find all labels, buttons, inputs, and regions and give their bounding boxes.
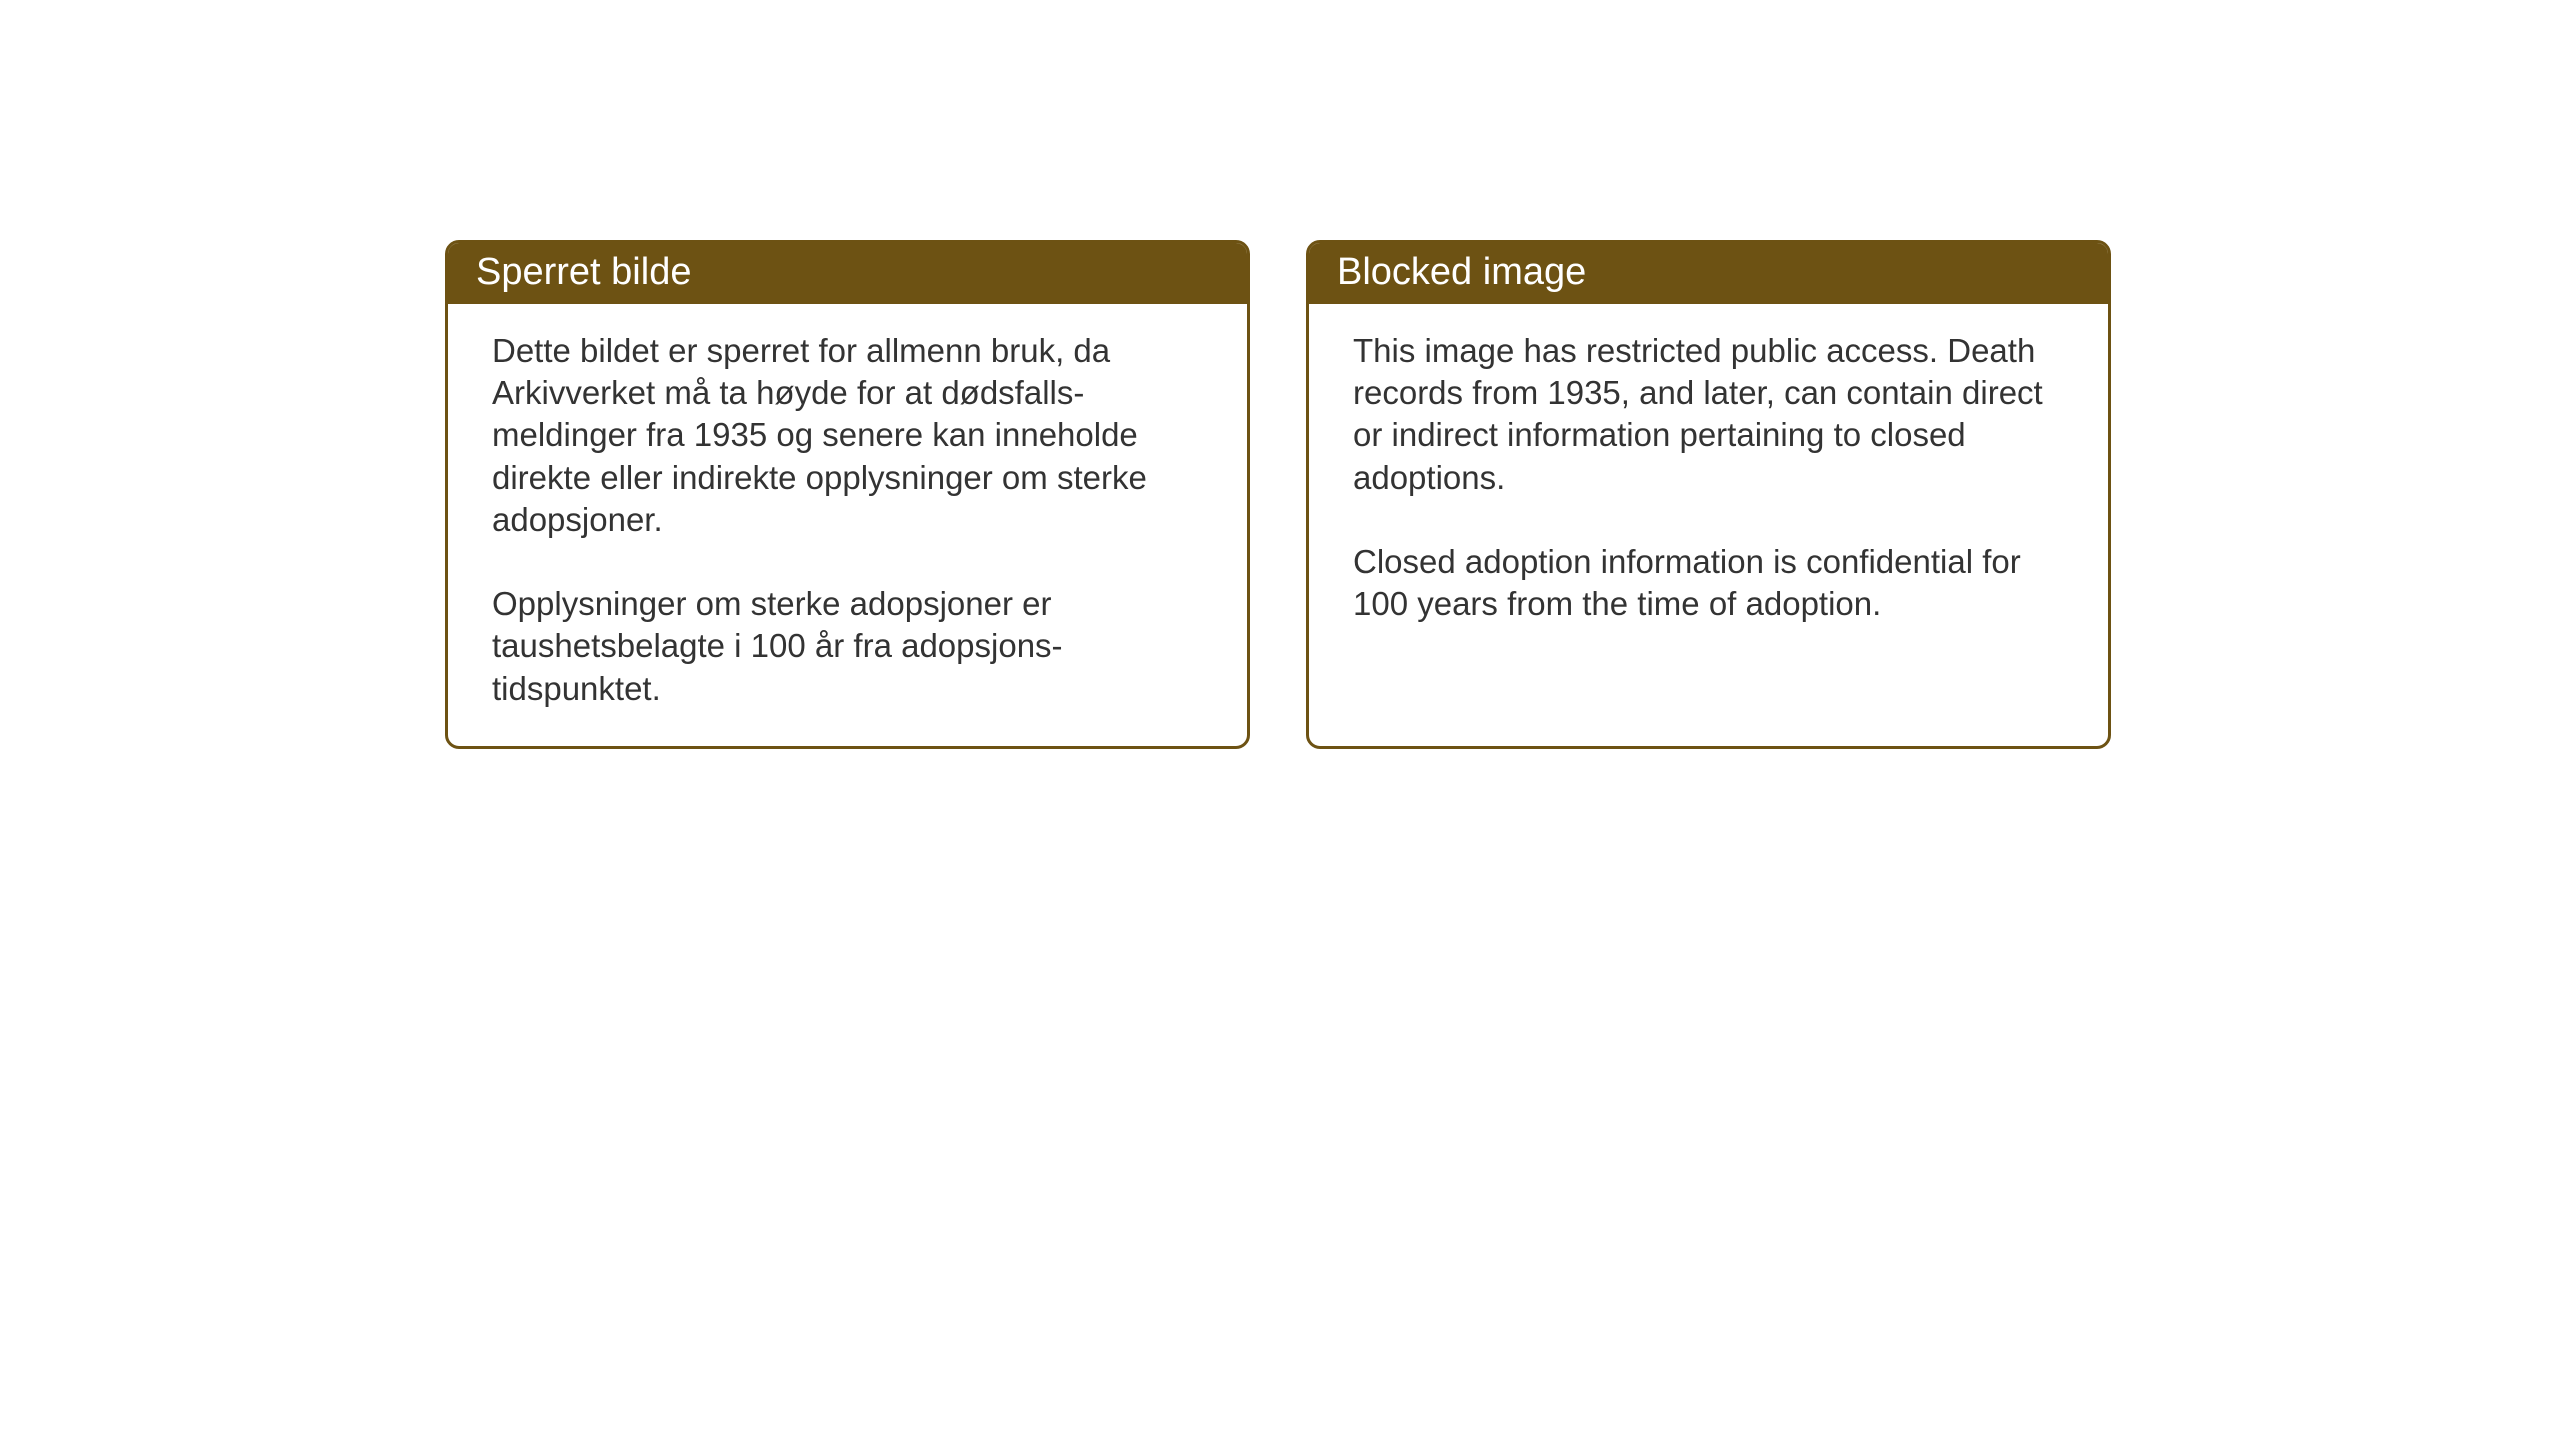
- notice-card-english: Blocked image This image has restricted …: [1306, 240, 2111, 749]
- notice-title-norwegian: Sperret bilde: [448, 243, 1247, 304]
- notice-card-norwegian: Sperret bilde Dette bildet er sperret fo…: [445, 240, 1250, 749]
- notice-paragraph-2-english: Closed adoption information is confident…: [1353, 541, 2064, 625]
- notice-title-english: Blocked image: [1309, 243, 2108, 304]
- notice-container: Sperret bilde Dette bildet er sperret fo…: [445, 240, 2111, 749]
- notice-paragraph-2-norwegian: Opplysninger om sterke adopsjoner er tau…: [492, 583, 1203, 710]
- notice-paragraph-1-english: This image has restricted public access.…: [1353, 330, 2064, 499]
- notice-body-english: This image has restricted public access.…: [1309, 304, 2108, 744]
- notice-paragraph-1-norwegian: Dette bildet er sperret for allmenn bruk…: [492, 330, 1203, 541]
- notice-body-norwegian: Dette bildet er sperret for allmenn bruk…: [448, 304, 1247, 746]
